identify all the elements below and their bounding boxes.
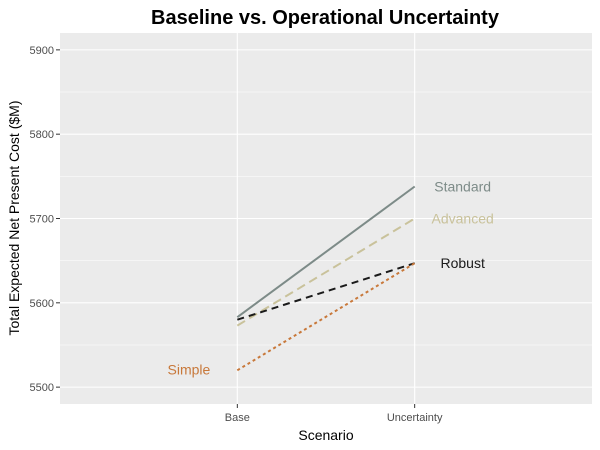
y-axis-title: Total Expected Net Present Cost ($M) (6, 101, 22, 336)
x-tick-label: Base (225, 412, 250, 424)
x-axis-title: Scenario (298, 427, 353, 443)
series-label-standard: Standard (434, 178, 491, 194)
x-axis: Base Uncertainty (225, 404, 443, 424)
y-tick-label: 5900 (30, 45, 54, 57)
series-label-advanced: Advanced (432, 211, 494, 227)
y-tick-label: 5700 (30, 214, 54, 226)
y-tick-label: 5600 (30, 298, 54, 310)
gridlines (60, 33, 592, 404)
series-labels: Standard Advanced Robust Simple (168, 178, 494, 377)
y-tick-label: 5500 (30, 382, 54, 394)
chart-title: Baseline vs. Operational Uncertainty (151, 7, 500, 29)
series-line-advanced (236, 217, 416, 327)
y-tick-label: 5800 (30, 129, 54, 141)
y-axis: 5500 5600 5700 5800 5900 (30, 45, 60, 394)
series-lines (236, 185, 416, 372)
series-label-simple: Simple (168, 361, 211, 377)
series-line-simple (236, 262, 416, 372)
series-line-standard (236, 185, 416, 319)
series-label-robust: Robust (440, 255, 484, 271)
x-tick-label: Uncertainty (387, 412, 443, 424)
